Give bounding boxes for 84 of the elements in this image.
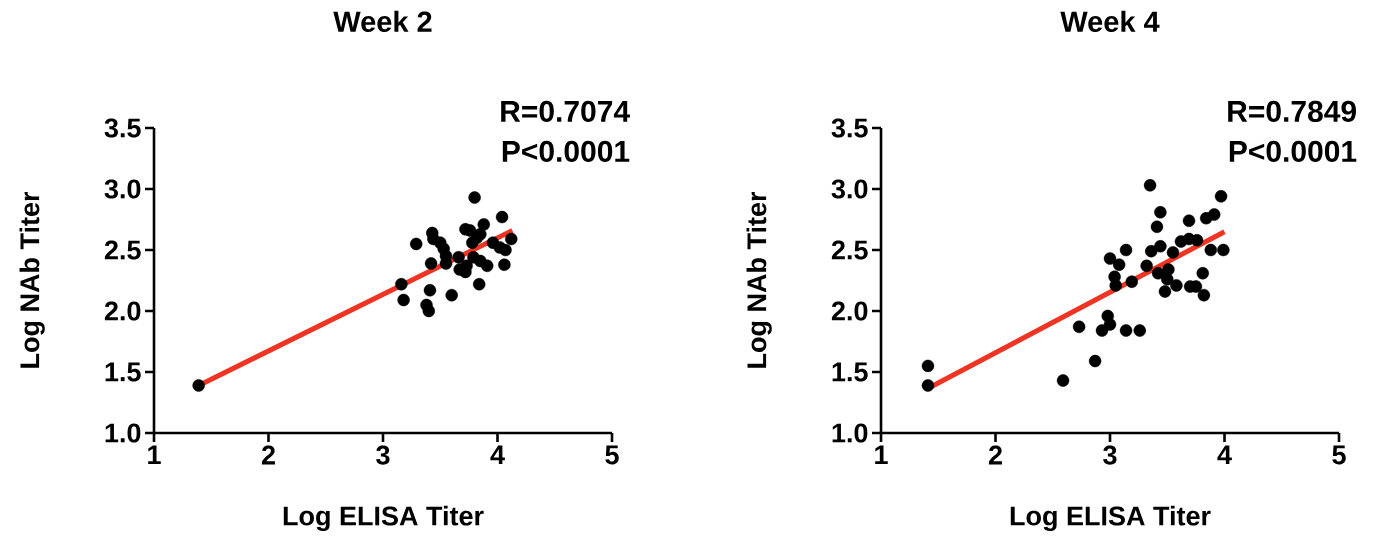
x-tick-label: 3: [376, 445, 390, 465]
point: [423, 284, 437, 297]
point: [1140, 259, 1153, 273]
chart-title: Week 4: [1060, 10, 1160, 32]
chart-title: Week 2: [333, 10, 432, 32]
x-tick-label: 4: [1217, 445, 1232, 465]
point: [1208, 208, 1221, 221]
point: [477, 218, 490, 231]
point: [1158, 285, 1172, 298]
point: [1151, 266, 1165, 280]
y-tick-label: 3.0: [104, 179, 141, 199]
point: [1196, 266, 1209, 280]
point: [1133, 324, 1146, 337]
y-axis-title: Log NAb Titer: [19, 191, 45, 368]
x-tick-label: 2: [261, 445, 275, 465]
point: [410, 237, 423, 251]
point: [1197, 288, 1211, 302]
point: [498, 258, 511, 271]
point: [1154, 205, 1167, 219]
point: [1103, 252, 1117, 265]
text: R=0.7849: [1228, 100, 1356, 122]
y-tick-label: 2.5: [831, 240, 868, 260]
point: [1125, 275, 1138, 288]
point: [395, 277, 408, 291]
y-tick-label: 1.0: [105, 423, 141, 443]
point: [192, 379, 205, 392]
point: [1109, 279, 1122, 292]
point: [474, 227, 487, 241]
point: [1217, 243, 1230, 257]
point: [1182, 214, 1196, 227]
point: [1150, 220, 1164, 234]
x-tick-label: 1: [875, 445, 888, 465]
point: [921, 359, 935, 373]
point: [472, 277, 486, 291]
point: [468, 191, 481, 204]
point: [1088, 354, 1102, 368]
point: [1166, 246, 1180, 259]
point: [1204, 243, 1217, 257]
point: [1145, 245, 1158, 258]
x-tick-label: 4: [490, 445, 505, 465]
y-tick-label: 1.5: [105, 362, 141, 382]
point: [439, 257, 453, 270]
y-tick-label: 1.0: [832, 423, 868, 443]
x-tick-label: 5: [605, 445, 619, 465]
point: [1143, 179, 1157, 192]
point: [481, 259, 494, 273]
point: [1161, 273, 1174, 286]
point: [424, 257, 438, 270]
point: [1170, 279, 1183, 292]
point: [422, 304, 435, 318]
point: [1154, 240, 1167, 253]
y-tick-label: 2.5: [104, 240, 141, 260]
point: [505, 232, 518, 246]
point: [1072, 320, 1086, 334]
x-tick-label: 5: [1332, 445, 1346, 465]
point: [1119, 324, 1133, 337]
point: [1056, 374, 1070, 387]
point: [397, 293, 410, 307]
point: [1112, 258, 1126, 271]
x-tick-label: 3: [1103, 445, 1117, 465]
point: [445, 288, 458, 302]
point: [1119, 243, 1133, 257]
annotation: P<0.0001: [502, 140, 630, 162]
y-tick-label: 3.5: [104, 118, 141, 138]
y-tick-label: 2.0: [104, 301, 141, 321]
x-axis-title: Log ELISA Titer: [1010, 505, 1211, 532]
point: [452, 251, 465, 264]
point: [1214, 190, 1228, 203]
text: R=0.7074: [501, 100, 630, 122]
point: [495, 210, 509, 224]
annotation: P<0.0001: [1229, 140, 1357, 162]
point: [1095, 324, 1109, 337]
point: [1190, 234, 1204, 247]
y-tick-label: 1.5: [832, 362, 868, 382]
point: [1103, 318, 1117, 331]
x-axis-title: Log ELISA Titer: [283, 505, 484, 532]
y-axis-title: Log NAb Titer: [746, 191, 772, 368]
y-tick-label: 3.5: [831, 118, 868, 138]
x-tick-label: 1: [148, 445, 161, 465]
point: [499, 243, 512, 257]
y-tick-label: 3.0: [831, 179, 868, 199]
point: [921, 379, 935, 392]
y-tick-label: 2.0: [831, 301, 868, 321]
x-tick-label: 2: [988, 445, 1002, 465]
